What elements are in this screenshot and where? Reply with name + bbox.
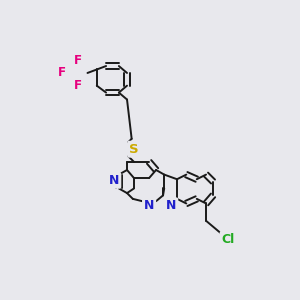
Text: F: F (58, 67, 66, 80)
Text: Cl: Cl (221, 233, 235, 246)
Text: N: N (144, 199, 154, 212)
Text: S: S (129, 143, 139, 156)
Text: F: F (74, 54, 82, 67)
Text: N: N (109, 174, 119, 187)
Text: F: F (74, 79, 82, 92)
Text: N: N (166, 199, 176, 212)
